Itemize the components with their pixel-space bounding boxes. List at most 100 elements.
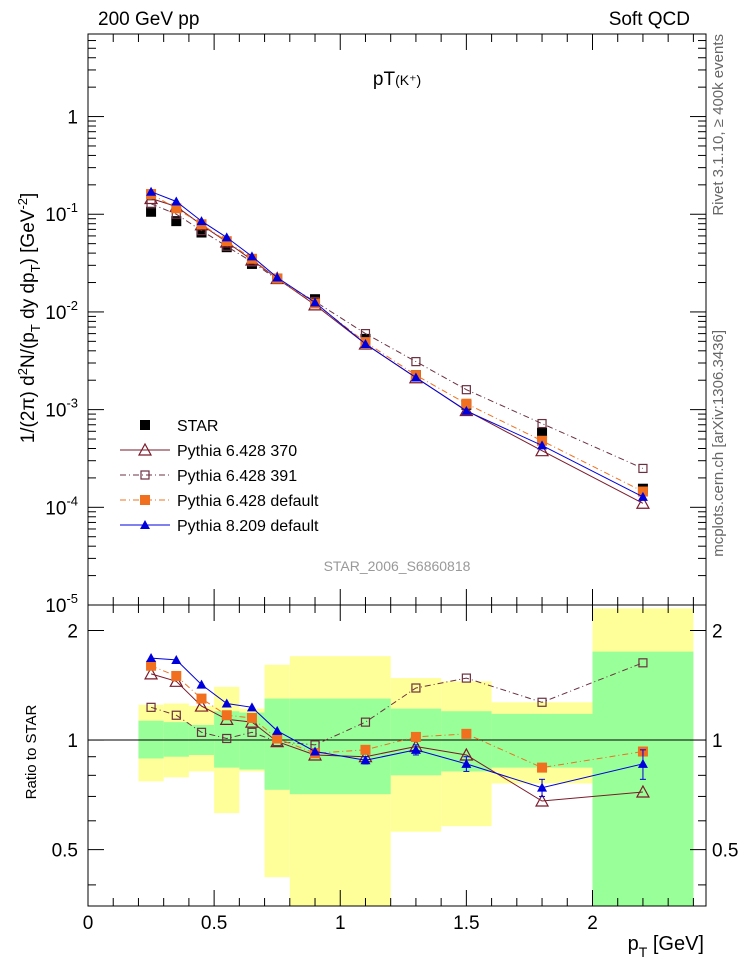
ratio-point-s3-0 [146,653,157,663]
ratio-point-s3-1 [171,654,182,664]
main-series-line-4 [150,191,644,498]
main-ytick-label-3: 10-2 [45,298,78,324]
main-point-s4-7 [360,338,371,348]
ratio-point-s3-9 [461,758,472,768]
ratio-point-s1-7 [360,717,371,727]
ytick-base: 10 [45,596,66,617]
ratio-point-s1-0 [146,702,156,712]
ratio-ytick-label-right-0: 0.5 [712,841,738,862]
ratio-point-s3-3 [221,698,232,708]
ratio-point-s2-5 [272,733,283,744]
ratio-point-s0-10 [535,793,550,807]
ratio-point-s1-2 [196,727,207,737]
ratio-point-s3-6 [310,746,321,756]
ratio-point-s1-11 [638,658,648,668]
ytick-base: 10 [45,303,66,324]
main-point-s2-10 [537,418,547,429]
main-point-s0-1 [171,216,182,227]
ratio-ytick-label-right-1: 1 [712,731,723,752]
legend-marker-2 [140,470,150,480]
band-green-1 [163,722,189,757]
ratio-point-s3-11 [637,758,648,768]
main-point-s2-0 [146,199,156,209]
main-point-s4-9 [461,405,472,415]
ratio-xtick-label-4: 2 [587,913,598,934]
main-ytick-label-2: 10-3 [45,396,78,422]
ratio-ytick-label-left-0: 0.5 [52,841,78,862]
ratio-xtick-label-0: 0 [83,913,94,934]
ratio-point-s1-10 [537,697,547,707]
ratio-point-s3-4 [246,702,257,712]
legend-label-2: Pythia 6.428 391 [177,468,297,485]
main-point-s2-11 [638,463,648,474]
ratio-point-s1-9 [461,673,471,683]
ratio-point-s2-0 [146,660,157,671]
main-point-s1-10 [535,443,550,457]
main-point-s3-9 [461,398,472,409]
main-ytick-label-4: 10-1 [45,200,78,226]
ratio-ylabel: Ratio to STAR [23,704,40,799]
ratio-xtick-label-2: 1 [335,913,346,934]
ratio-point-s1-1 [171,710,181,720]
ratio-ytick-label-left-1: 1 [67,731,78,752]
ratio-tick-labels: 0 0.5 1 1.5 2 0.5 0.5 1 1 2 2 [52,621,739,934]
ratio-point-s2-10 [537,762,548,773]
legend-marker-0 [140,420,150,430]
legend-label-0: STAR [177,418,218,435]
ratio-point-s3-7 [360,755,371,765]
main-point-s4-11 [637,491,648,501]
main-point-s4-4 [246,251,257,261]
ratio-point-s0-2 [194,698,209,712]
main-marks [144,186,650,509]
main-ytick-label-5: 1 [67,108,78,129]
main-point-s0-0 [146,206,157,217]
main-ytick-label-1: 10-4 [45,493,78,519]
ratio-marks [144,653,650,807]
ratio-point-s1-4 [247,727,257,737]
ratio-plot: 0 0.5 1 1.5 2 0.5 0.5 1 1 2 2 Ratio to STAR pT [Ge… [23,604,739,960]
header-left: 200 GeV pp [98,9,199,30]
mcplots-label: mcplots.cern.ch [arXiv:1306.3436] [710,330,727,557]
ytick-base: 10 [45,205,66,226]
legend-marker-4 [140,520,150,529]
ytick-exp: -2 [66,298,78,313]
ratio-point-s2-1 [171,670,182,681]
legend-label-4: Pythia 8.209 default [177,518,319,535]
header-right: Soft QCD [609,9,690,30]
main-point-s4-2 [196,216,207,226]
ratio-bands [88,608,706,906]
ratio-point-s2-8 [410,731,421,742]
legend: STAR Pythia 6.428 370 Pythia 6.428 391 Pyth… [120,418,319,535]
ratio-point-s2-2 [196,693,207,704]
main-point-s4-3 [221,232,232,242]
legend-label-3: Pythia 6.428 default [177,493,319,510]
main-point-s0-10 [537,427,548,438]
main-point-s2-8 [411,357,421,367]
main-point-s3-11 [637,486,648,497]
ratio-point-s3-10 [537,782,548,792]
main-point-s0-2 [196,227,207,238]
ratio-point-s2-7 [360,744,371,755]
main-title: pT(K⁺) [373,69,421,90]
main-point-s1-9 [459,403,474,417]
ratio-xtick-label-1: 0.5 [201,913,227,934]
main-point-s1-11 [635,496,650,509]
ratio-point-s2-3 [221,710,232,721]
legend-marker-1 [137,442,153,456]
band-green-7 [390,708,442,776]
ytick-exp: -5 [66,591,78,606]
main-ytick-labels: 10-510-410-310-210-11 [45,108,78,617]
band-green-5 [264,698,290,790]
ytick-base: 10 [45,401,66,422]
main-plot: 10-510-410-310-210-11 pT(K⁺) STAR_2006_S… [15,33,707,617]
main-watermark: STAR_2006_S6860818 [324,558,471,574]
legend-marker-3 [140,495,150,505]
main-point-s4-5 [272,272,283,282]
main-ylabel: 1/(2π) d2N/(pT dy dpT) [GeV-2] [15,193,43,444]
band-green-9 [491,713,593,768]
ratio-point-s0-11 [635,784,650,798]
main-point-s2-9 [461,385,471,395]
ratio-xtick-label-3: 1.5 [453,913,479,934]
ratio-point-s1-3 [222,733,232,744]
